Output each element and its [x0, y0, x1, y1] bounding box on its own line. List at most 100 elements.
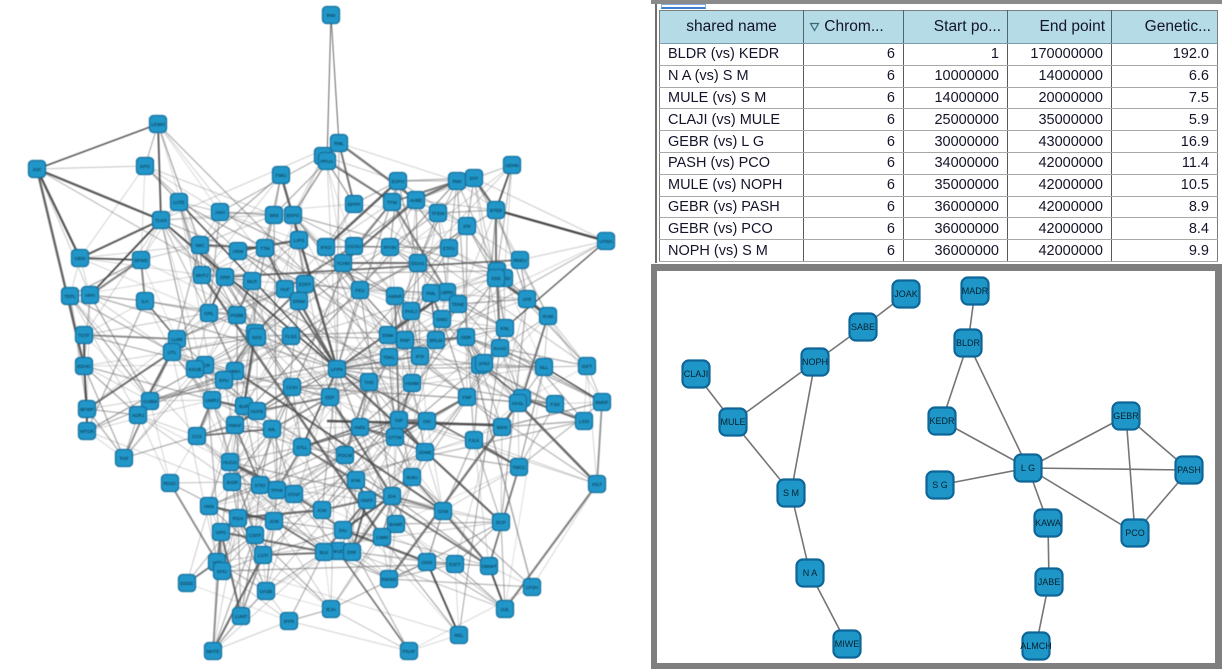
- svg-text:ETFU: ETFU: [443, 246, 455, 251]
- svg-text:PHCJ: PHCJ: [405, 309, 417, 314]
- svg-text:EDHO: EDHO: [77, 364, 91, 369]
- svg-text:EEP: EEP: [325, 395, 334, 400]
- svg-text:WKN: WKN: [497, 425, 508, 430]
- svg-text:TAIF: TAIF: [119, 456, 129, 461]
- svg-text:TLKN: TLKN: [155, 218, 167, 223]
- svg-text:HSNM: HSNM: [405, 381, 419, 386]
- svg-text:BFWP: BFWP: [80, 407, 93, 412]
- svg-text:PJIS: PJIS: [550, 402, 560, 407]
- svg-text:OSIS: OSIS: [422, 560, 433, 565]
- svg-text:PFHN: PFHN: [384, 245, 397, 250]
- svg-text:DIU: DIU: [339, 528, 347, 533]
- svg-text:JUC: JUC: [33, 167, 43, 172]
- svg-text:GTTW: GTTW: [388, 435, 402, 440]
- svg-text:GBSI: GBSI: [75, 256, 86, 261]
- svg-text:DPPP: DPPP: [348, 202, 361, 207]
- svg-text:CUBM: CUBM: [143, 399, 157, 404]
- svg-text:PPUA: PPUA: [321, 159, 334, 164]
- svg-text:PEU: PEU: [355, 288, 364, 293]
- svg-text:IISN: IISN: [492, 276, 501, 281]
- svg-text:POBB: POBB: [231, 313, 244, 318]
- svg-text:S G: S G: [932, 480, 948, 490]
- svg-text:EKPO: EKPO: [287, 213, 300, 218]
- svg-text:IFSI: IFSI: [416, 354, 424, 359]
- svg-text:NLL: NLL: [540, 365, 549, 370]
- svg-text:ALMCH: ALMCH: [1020, 641, 1052, 651]
- svg-text:GHU: GHU: [217, 569, 227, 574]
- svg-text:KHK: KHK: [351, 478, 361, 483]
- svg-text:RNEU: RNEU: [513, 258, 526, 263]
- svg-text:KAAG: KAAG: [494, 346, 507, 351]
- svg-text:HUFB: HUFB: [251, 409, 264, 414]
- svg-text:IFKO: IFKO: [321, 245, 332, 250]
- svg-text:LUIM: LUIM: [172, 337, 183, 342]
- svg-text:NOPH: NOPH: [802, 357, 828, 367]
- svg-text:MULE: MULE: [720, 417, 745, 427]
- svg-text:CLAJI: CLAJI: [684, 369, 709, 379]
- svg-text:ANDL: ANDL: [354, 425, 367, 430]
- svg-text:DRWI: DRWI: [293, 299, 305, 304]
- svg-text:MLR: MLR: [247, 279, 257, 284]
- svg-text:KAWA: KAWA: [1035, 518, 1061, 528]
- svg-text:PML: PML: [426, 291, 436, 296]
- svg-text:UJTE: UJTE: [173, 200, 184, 205]
- svg-text:HHJO: HHJO: [332, 549, 345, 554]
- svg-text:RIM: RIM: [327, 13, 336, 18]
- svg-text:TCHM: TCHM: [336, 261, 349, 266]
- svg-text:JANJ: JANJ: [479, 361, 490, 366]
- svg-text:OTAP: OTAP: [288, 492, 300, 497]
- svg-text:REL: REL: [455, 633, 464, 638]
- svg-text:RML: RML: [334, 141, 344, 146]
- svg-text:BAMR: BAMR: [389, 522, 403, 527]
- svg-text:LEWH: LEWH: [151, 122, 164, 127]
- svg-text:LGTI: LGTI: [258, 553, 268, 558]
- svg-text:UWRJ: UWRJ: [205, 398, 218, 403]
- svg-text:FJLK: FJLK: [469, 438, 481, 443]
- svg-text:AHBE: AHBE: [410, 198, 423, 203]
- svg-text:SNIG: SNIG: [436, 317, 448, 322]
- svg-text:HPH: HPH: [85, 293, 95, 298]
- svg-text:KNL: KNL: [501, 326, 510, 331]
- svg-text:PSAP: PSAP: [403, 649, 415, 654]
- svg-text:KSUB: KSUB: [189, 367, 202, 372]
- svg-text:LPSH: LPSH: [526, 585, 538, 590]
- svg-text:LBRN: LBRN: [441, 290, 453, 295]
- svg-text:EFF: EFF: [470, 176, 479, 181]
- svg-text:WJIU: WJIU: [406, 475, 417, 480]
- svg-text:JOWE: JOWE: [418, 450, 431, 455]
- svg-text:IOLT: IOLT: [592, 482, 602, 487]
- svg-text:HKN: HKN: [204, 504, 214, 509]
- svg-text:HASL: HASL: [512, 401, 524, 406]
- svg-text:EOFF: EOFF: [299, 282, 311, 287]
- svg-text:HUGO: HUGO: [223, 460, 237, 465]
- svg-text:RSAI: RSAI: [233, 516, 244, 521]
- svg-text:CCIH: CCIH: [286, 385, 297, 390]
- svg-text:OJL: OJL: [501, 607, 510, 612]
- svg-text:IPFR: IPFR: [284, 619, 295, 624]
- svg-text:ESFT: ESFT: [449, 562, 461, 567]
- svg-text:IEJA: IEJA: [326, 607, 337, 612]
- svg-text:EHI: EHI: [388, 494, 396, 499]
- svg-text:STLL: STLL: [297, 445, 308, 450]
- svg-text:DCP: DCP: [496, 520, 506, 525]
- svg-text:SPWE: SPWE: [134, 258, 148, 263]
- svg-text:ORR: ORR: [220, 275, 231, 280]
- svg-text:ILH: ILH: [141, 299, 148, 304]
- svg-text:LFPN: LFPN: [331, 367, 343, 372]
- svg-text:IFR: IFR: [463, 224, 471, 229]
- svg-text:RWWS: RWWS: [382, 577, 397, 582]
- svg-text:STIO: STIO: [255, 483, 266, 488]
- svg-text:MHTE: MHTE: [206, 649, 219, 654]
- svg-text:IML: IML: [268, 427, 276, 432]
- svg-text:DGR: DGR: [200, 363, 211, 368]
- svg-text:TMCC: TMCC: [512, 465, 526, 470]
- svg-text:IWC: IWC: [196, 243, 206, 248]
- svg-text:ODR: ODR: [461, 335, 472, 340]
- svg-text:CGOU: CGOU: [347, 244, 361, 249]
- svg-text:GEBR: GEBR: [1113, 411, 1139, 421]
- svg-text:CSFP: CSFP: [249, 533, 261, 538]
- svg-text:AWNR: AWNR: [388, 294, 403, 299]
- svg-text:OKI: OKI: [423, 419, 431, 424]
- svg-text:TFEW: TFEW: [431, 211, 445, 216]
- svg-text:TFW: TFW: [387, 200, 398, 205]
